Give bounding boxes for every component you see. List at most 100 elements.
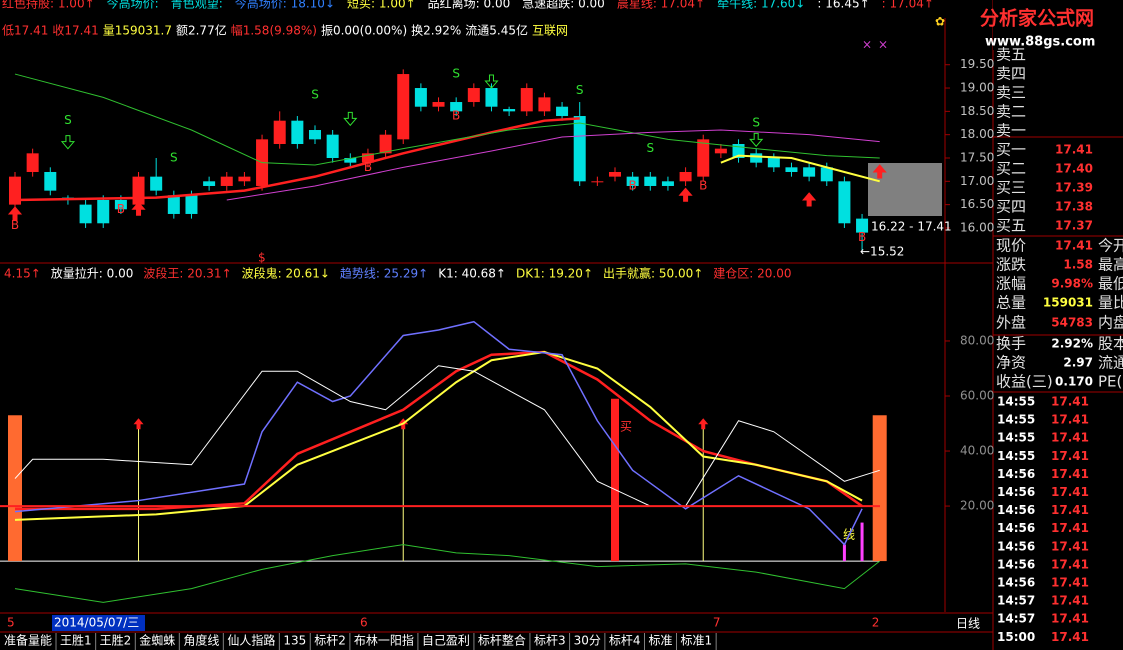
orange-bar <box>8 415 22 562</box>
tab[interactable]: 135 <box>283 634 306 648</box>
candle-body <box>238 176 251 182</box>
logo-icon: ✿ <box>935 15 945 29</box>
stat-value: 1.58 <box>1063 258 1093 272</box>
stat-value: 2.97 <box>1063 356 1093 370</box>
red-bar <box>611 398 619 562</box>
signal-arrow <box>131 201 146 216</box>
y-tick-label: 80.00 <box>960 333 994 347</box>
indicator-line <box>14 544 881 603</box>
trade-time: 14:56 <box>997 467 1035 481</box>
signal-arrow <box>872 164 887 179</box>
trade-time: 14:57 <box>997 612 1035 626</box>
book-label: 买一 <box>996 141 1026 159</box>
status-text: 幅1.58(9.98%) <box>231 23 317 38</box>
indicator-line <box>720 154 880 183</box>
trade-time: 15:00 <box>997 630 1035 644</box>
tab[interactable]: 金蜘蛛 <box>139 633 175 648</box>
trade-price: 17.41 <box>1051 557 1089 571</box>
indicator-line <box>14 320 863 546</box>
candle-body <box>679 171 692 182</box>
stat-label: 涨幅 <box>996 275 1026 293</box>
status-text: 出手就赢: 50.00↑ <box>603 266 703 281</box>
tab[interactable]: 仙人指路 <box>227 633 275 648</box>
tab[interactable]: 王胜2 <box>100 633 132 648</box>
status-text: 品红离场: 0.00 <box>428 0 511 11</box>
marker-x: × <box>862 38 872 52</box>
stat-label: 涨跌 <box>996 256 1026 274</box>
indicator-line <box>14 117 580 202</box>
status-text: 牵牛线: 17.60↓ <box>717 0 805 11</box>
candle-body <box>450 102 463 112</box>
stat-extra: 今开 <box>1098 237 1123 255</box>
status-text: 4.15↑ <box>4 267 41 281</box>
tab[interactable]: 王胜1 <box>60 633 92 648</box>
tab[interactable]: 标杆4 <box>609 634 641 648</box>
book-label: 卖三 <box>996 84 1026 102</box>
tab[interactable]: 自己盈利 <box>422 634 470 648</box>
book-price: 17.38 <box>1055 200 1093 214</box>
book-label: 卖一 <box>996 122 1026 140</box>
trade-time: 14:57 <box>997 594 1035 608</box>
trade-price: 17.41 <box>1051 503 1089 517</box>
candle-body <box>167 195 180 214</box>
date-highlight <box>52 615 145 631</box>
stat-extra: 最低 <box>1098 275 1123 293</box>
signal-label: B <box>629 178 637 192</box>
tab[interactable]: 标杆3 <box>534 634 566 648</box>
candle-body <box>697 139 710 177</box>
trade-time: 14:56 <box>997 503 1035 517</box>
signal-label: S <box>752 116 760 130</box>
tab[interactable]: 准备量能 <box>4 634 52 648</box>
date-label: 5 <box>7 616 15 630</box>
signal-arrow <box>749 132 764 148</box>
stat-value: 9.98% <box>1051 277 1093 291</box>
trade-price: 17.41 <box>1051 539 1089 553</box>
status-text: 低17.41 <box>2 24 48 38</box>
tab[interactable]: 标准 <box>649 634 673 648</box>
trade-price: 17.41 <box>1051 395 1089 409</box>
signal-arrow <box>678 187 693 202</box>
candle-body <box>132 176 145 205</box>
trade-price: 17.41 <box>1051 431 1089 445</box>
tab[interactable]: 标杆整合 <box>478 633 526 648</box>
candle-body <box>661 181 674 186</box>
book-label: 买四 <box>996 198 1026 216</box>
candle-body <box>273 120 286 145</box>
candle-body <box>785 167 798 172</box>
candle-body <box>9 176 21 205</box>
logo-title: 分析家公式网 <box>980 7 1094 30</box>
stat-extra: 最高 <box>1098 256 1123 274</box>
indicator-line <box>14 350 863 521</box>
stat-label: 换手 <box>996 335 1026 353</box>
buy-text: 买 <box>620 419 632 433</box>
y-tick-label: 17.00 <box>960 174 994 188</box>
stat-value: 159031 <box>1043 296 1093 310</box>
book-label: 买二 <box>996 160 1026 178</box>
tab[interactable]: 30分 <box>574 634 601 648</box>
status-text: 收17.41 <box>52 24 98 38</box>
tab[interactable]: 布林一阳指 <box>354 633 414 648</box>
y-tick-label: 18.50 <box>960 104 994 118</box>
book-label: 买五 <box>996 217 1026 235</box>
candle-body <box>609 171 621 177</box>
status-text: K1: 40.68↑ <box>438 267 506 281</box>
indicator-line <box>14 73 880 166</box>
book-price: 17.40 <box>1055 162 1093 176</box>
signal-arrow <box>484 74 499 89</box>
candle-body <box>714 148 727 154</box>
status-text: 晨星线: 17.04↑ <box>617 0 705 11</box>
signal-label: S <box>452 67 460 81</box>
candle-body <box>556 106 569 117</box>
trade-price: 17.41 <box>1051 630 1089 644</box>
tab[interactable]: 标准1 <box>681 634 713 648</box>
stat-label: 外盘 <box>996 314 1026 332</box>
book-price: 17.37 <box>1055 219 1093 233</box>
marker-x: × <box>878 38 888 52</box>
candle-body <box>856 218 869 233</box>
candle-body <box>538 97 551 112</box>
tab[interactable]: 标杆2 <box>314 634 346 648</box>
candle-body <box>626 176 639 186</box>
tab[interactable]: 角度线 <box>183 633 219 648</box>
